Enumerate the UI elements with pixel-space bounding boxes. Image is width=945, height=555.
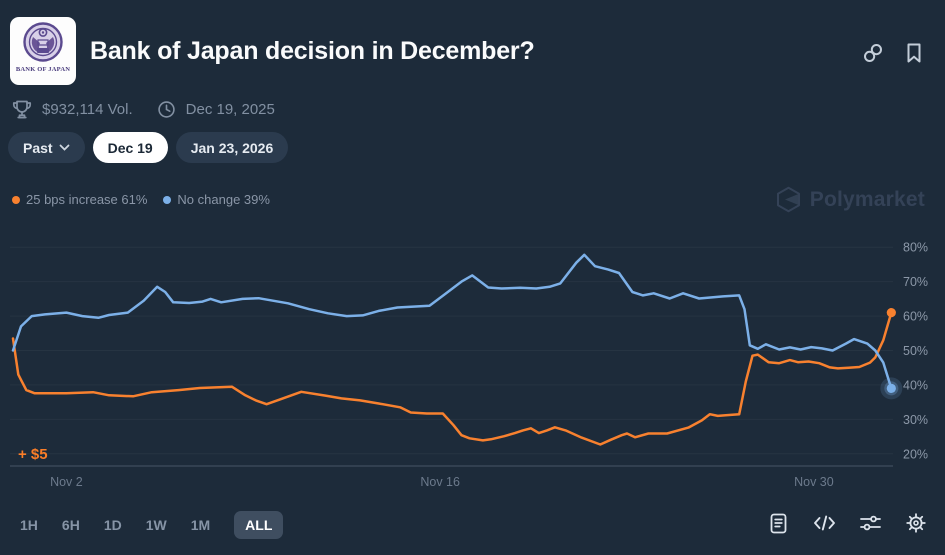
y-axis-label: 50% [903, 344, 928, 358]
volume-value: $932,114 Vol. [42, 101, 133, 118]
series-line-0 [11, 311, 893, 446]
code-icon[interactable] [811, 510, 837, 536]
y-axis-label: 20% [903, 447, 928, 461]
header-actions [860, 40, 927, 66]
price-chart[interactable]: 80% 70% 60% 50% 40% 30% 20% Nov 2 Nov 16 Nov 30 [0, 228, 945, 493]
page-title: Bank of Japan decision in December? [90, 37, 535, 65]
clock-icon [157, 101, 175, 118]
tab-dec-19[interactable]: Dec 19 [92, 132, 168, 163]
polymarket-logo-icon [776, 186, 800, 213]
tab-past-label: Past [23, 139, 53, 156]
tab-dec-19-label: Dec 19 [107, 139, 153, 156]
range-button-1h[interactable]: 1H [20, 517, 38, 533]
polymarket-watermark: Polymarket [775, 186, 925, 213]
series-end-dot-1 [886, 383, 896, 393]
link-icon[interactable] [860, 40, 886, 66]
chevron-down-icon [59, 144, 69, 151]
gear-icon[interactable] [903, 510, 929, 536]
chart-legend: 25 bps increase 61% No change 39% [12, 192, 270, 207]
y-axis-label: 30% [903, 413, 928, 427]
chart-toolbar [765, 510, 929, 536]
market-stats: $932,114 Vol. Dec 19, 2025 [12, 99, 275, 120]
sliders-icon[interactable] [857, 510, 883, 536]
tab-jan-23-label: Jan 23, 2026 [190, 139, 274, 156]
range-button-6h[interactable]: 6H [61, 517, 80, 533]
series-line-1 [11, 253, 893, 390]
legend-dot-blue [163, 195, 172, 204]
polymarket-watermark-text: Polymarket [809, 187, 925, 211]
outcome-tabs: Past Dec 19 Jan 23, 2026 [8, 132, 289, 163]
tab-past-dropdown[interactable]: Past [8, 132, 85, 163]
bank-of-japan-seal [23, 22, 63, 62]
y-axis-label: 80% [903, 241, 928, 255]
legend-label: 25 bps increase 61% [26, 192, 148, 207]
range-button-1d[interactable]: 1D [103, 517, 122, 533]
series-end-dot-0 [886, 308, 896, 318]
y-axis-label: 70% [903, 275, 928, 289]
x-axis-label: Nov 16 [420, 475, 460, 489]
x-axis-label: Nov 30 [794, 475, 834, 489]
tab-jan-23-2026[interactable]: Jan 23, 2026 [175, 132, 289, 163]
document-icon[interactable] [765, 510, 791, 536]
time-range-selector: 1H 6H 1D 1W 1M ALL [20, 511, 284, 539]
x-axis-label: Nov 2 [50, 475, 83, 489]
legend-dot-orange [12, 195, 20, 204]
end-date: Dec 19, 2025 [185, 101, 275, 118]
y-axis-label: 60% [903, 310, 928, 324]
legend-item-no-change: No change 39% [163, 192, 270, 207]
legend-item-25bps: 25 bps increase 61% [12, 192, 147, 207]
range-button-all[interactable]: ALL [234, 511, 284, 539]
trophy-icon [12, 100, 32, 119]
market-logo: BANK OF JAPAN [10, 17, 76, 85]
y-axis-label: 40% [903, 378, 928, 392]
legend-label: No change 39% [177, 192, 270, 207]
range-button-1w[interactable]: 1W [145, 517, 167, 533]
logo-caption: BANK OF JAPAN [15, 66, 71, 73]
profit-annotation: + $5 [18, 446, 48, 463]
range-button-1m[interactable]: 1M [190, 517, 211, 533]
bookmark-icon[interactable] [901, 40, 927, 66]
price-chart-svg: 80% 70% 60% 50% 40% 30% 20% Nov 2 Nov 16 Nov 30 [10, 241, 928, 489]
